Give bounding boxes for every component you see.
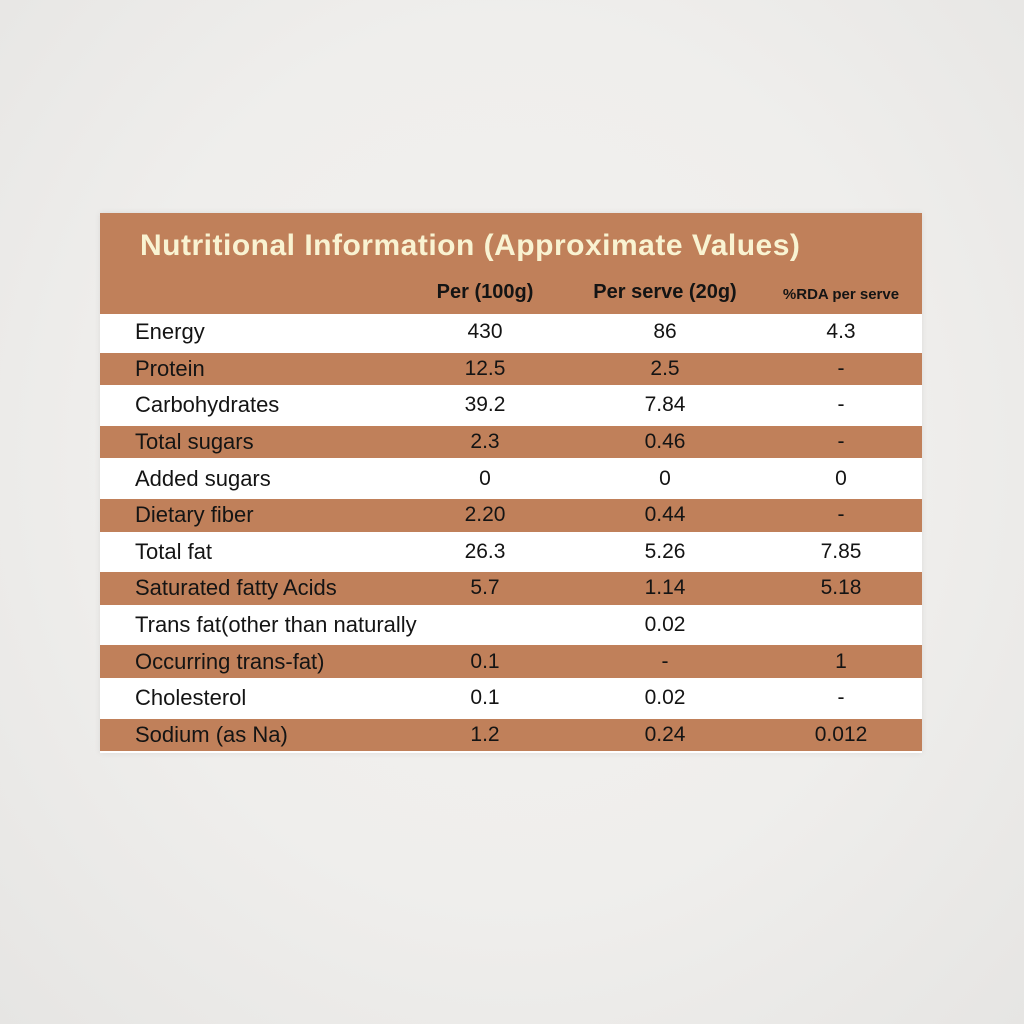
value-per-100g: 5.7	[470, 576, 500, 600]
table-row: Protein 12.5 2.5 -	[100, 350, 922, 388]
table-row: Total sugars 2.3 0.46 -	[100, 423, 922, 461]
value-per-serve: 0	[659, 466, 671, 490]
value-rda: 1	[835, 649, 847, 673]
value-per-100g: 26.3	[464, 539, 506, 563]
column-header-per-serve: Per serve (20g)	[593, 281, 737, 303]
value-per-serve: 2.5	[650, 356, 680, 380]
table-row: Carbohydrates 39.2 7.84 -	[100, 387, 922, 424]
table-row: Occurring trans-fat) 0.1 - 1	[100, 643, 922, 680]
value-rda: -	[837, 356, 845, 380]
value-rda: 4.3	[826, 320, 856, 344]
nutrient-label: Total sugars	[135, 429, 254, 455]
value-per-100g: 12.5	[464, 356, 506, 380]
value-per-100g: 0.1	[470, 649, 500, 673]
table-row: Total fat 26.3 5.26 7.85	[100, 533, 922, 571]
value-per-serve: 0.02	[644, 686, 686, 710]
value-rda: 5.18	[820, 576, 862, 600]
table-body: Energy 430 86 4.3 Protein 12.5 2.5 - Car…	[100, 314, 922, 754]
column-header-row: Per (100g) Per serve (20g) %RDA per serv…	[100, 263, 922, 314]
nutrient-label: Total fat	[135, 538, 213, 564]
value-per-serve: -	[661, 649, 669, 673]
table-row: Sodium (as Na) 1.2 0.24 0.012	[100, 716, 922, 754]
value-rda: -	[837, 503, 845, 527]
nutrient-label: Cholesterol	[135, 685, 247, 711]
table-row: Dietary fiber 2.20 0.44 -	[100, 496, 922, 534]
nutrition-label-panel: Nutritional Information (Approximate Val…	[100, 213, 922, 754]
value-rda: -	[837, 393, 845, 417]
nutrient-label: Saturated fatty Acids	[135, 575, 337, 601]
table-row: Cholesterol 0.1 0.02 -	[100, 679, 922, 717]
value-rda: -	[837, 686, 845, 710]
value-per-100g: 39.2	[464, 393, 506, 417]
page-title: Nutritional Information (Approximate Val…	[140, 229, 801, 262]
value-per-serve: 0.02	[644, 613, 686, 637]
nutrient-label: Occurring trans-fat)	[135, 648, 325, 674]
value-per-100g: 2.3	[470, 430, 500, 454]
value-per-serve: 1.14	[644, 576, 686, 600]
nutrient-label: Sodium (as Na)	[135, 721, 288, 747]
nutrient-label: Dietary fiber	[135, 502, 254, 528]
nutrient-label: Added sugars	[135, 465, 271, 491]
column-header-rda-per-serve: %RDA per serve	[782, 286, 900, 303]
value-per-100g: 1.2	[470, 722, 500, 746]
value-per-serve: 86	[653, 320, 677, 344]
value-rda: -	[837, 430, 845, 454]
value-rda: 0	[835, 466, 847, 490]
nutrient-label: Carbohydrates	[135, 392, 280, 418]
table-row: Energy 430 86 4.3	[100, 314, 922, 351]
value-per-serve: 0.24	[644, 722, 686, 746]
nutrition-label-header: Nutritional Information (Approximate Val…	[100, 213, 922, 314]
value-rda: 0.012	[814, 722, 868, 746]
nutrient-label: Protein	[135, 355, 205, 381]
value-per-serve: 0.46	[644, 430, 686, 454]
value-per-serve: 7.84	[644, 393, 686, 417]
value-per-serve: 5.26	[644, 539, 686, 563]
table-row: Saturated fatty Acids 5.7 1.14 5.18	[100, 570, 922, 607]
table-row: Trans fat(other than naturally 0.02	[100, 606, 922, 644]
value-per-100g: 2.20	[464, 503, 506, 527]
column-header-per-100g: Per (100g)	[436, 281, 534, 303]
table-row: Added sugars 0 0 0	[100, 460, 922, 497]
value-per-100g: 430	[467, 320, 503, 344]
nutrient-label: Trans fat(other than naturally	[135, 612, 417, 638]
value-per-100g: 0.1	[470, 686, 500, 710]
nutrient-label: Energy	[135, 319, 205, 345]
value-per-serve: 0.44	[644, 503, 686, 527]
value-per-100g: 0	[479, 466, 491, 490]
value-rda: 7.85	[820, 539, 862, 563]
